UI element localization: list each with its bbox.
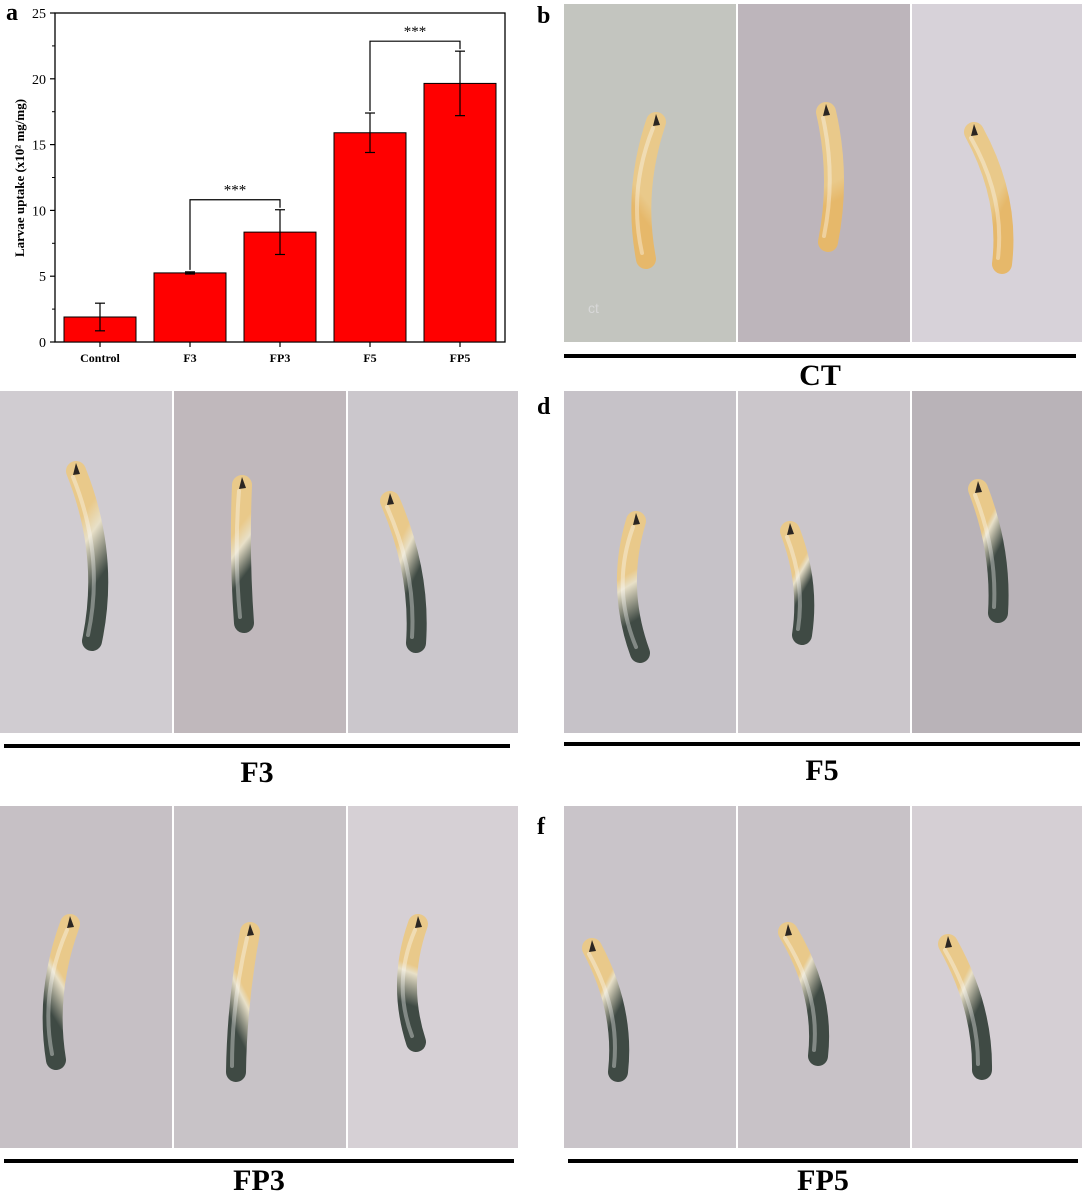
x-tick-label-control: Control xyxy=(80,351,120,365)
larva-body xyxy=(816,102,844,252)
chart-error-bars xyxy=(95,50,465,332)
chart-significance: *** *** xyxy=(189,24,461,270)
significance-label: *** xyxy=(404,24,427,40)
x-tick-label-fp3: FP3 xyxy=(270,351,291,365)
larva-head xyxy=(387,493,394,505)
larva-highlight xyxy=(943,948,980,1066)
larva-head xyxy=(945,936,952,948)
larva-body xyxy=(226,922,260,1082)
larva-highlight xyxy=(783,936,817,1052)
larva-highlight xyxy=(969,136,1002,260)
y-axis-label: Larvae uptake (x10² mg/mg) xyxy=(12,99,27,257)
larva-body xyxy=(631,112,666,269)
bar-fp5 xyxy=(423,82,497,343)
larva-body xyxy=(938,934,993,1080)
larva-head xyxy=(589,940,596,952)
larva-highlight xyxy=(71,475,96,637)
larva-highlight xyxy=(635,126,655,255)
group-label-fp5: FP5 xyxy=(797,1164,849,1197)
larva-photo-fp5-2 xyxy=(738,806,910,1148)
larva-head xyxy=(73,463,80,475)
larva-photo-ct-3 xyxy=(912,4,1082,342)
y-tick-label: 25 xyxy=(32,7,46,22)
larva-head xyxy=(975,481,982,493)
larva-photo-fp3-1 xyxy=(0,806,172,1148)
larva-head xyxy=(633,513,640,525)
larva-head xyxy=(247,924,254,936)
larva-highlight xyxy=(385,505,415,639)
rule-ct xyxy=(564,354,1076,358)
larva-head xyxy=(67,916,74,928)
group-label-f5: F5 xyxy=(805,754,839,787)
y-tick-label: 20 xyxy=(32,73,46,88)
larva-head xyxy=(787,523,794,535)
panel-letter-a: a xyxy=(6,0,18,26)
larva-body xyxy=(582,938,630,1082)
larva-photo-fp5-1 xyxy=(564,806,736,1148)
larva-head xyxy=(971,124,978,136)
chart-bars xyxy=(63,82,497,343)
rule-fp3 xyxy=(4,1159,514,1163)
larva-photo-fp5-3 xyxy=(912,806,1082,1148)
larva-highlight xyxy=(234,489,242,619)
y-tick-label: 5 xyxy=(39,270,46,285)
bar-f5 xyxy=(333,132,407,343)
larva-body xyxy=(616,511,650,663)
larva-photo-f5-1 xyxy=(564,391,736,733)
larva-body xyxy=(968,479,1009,623)
larva-body xyxy=(778,922,830,1066)
larva-highlight xyxy=(785,535,802,631)
group-label-f3: F3 xyxy=(240,756,274,789)
larva-photo-f3-3 xyxy=(348,391,518,733)
significance-bracket xyxy=(189,199,281,270)
rule-f3 xyxy=(4,744,510,748)
rule-f5 xyxy=(564,742,1080,746)
larva-photo-ct-2 xyxy=(738,4,910,342)
x-tick-label-fp5: FP5 xyxy=(450,351,471,365)
larva-highlight xyxy=(587,952,617,1068)
panel-letter-d: d xyxy=(537,394,551,420)
larva-highlight xyxy=(400,928,417,1038)
larva-head xyxy=(653,114,660,126)
larva-highlight xyxy=(230,936,249,1068)
larva-photo-f3-2 xyxy=(174,391,346,733)
group-label-ct: CT xyxy=(799,359,841,392)
larva-head xyxy=(415,916,422,928)
photo-caption-ct: ct xyxy=(588,300,599,316)
larva-body xyxy=(42,914,80,1070)
larva-photo-fp3-3 xyxy=(348,806,518,1148)
x-tick-label-f5: F5 xyxy=(363,351,376,365)
y-tick-label: 15 xyxy=(32,139,46,154)
larva-highlight xyxy=(620,525,638,649)
larva-highlight xyxy=(46,928,69,1056)
larva-body xyxy=(66,461,109,651)
significance-bracket xyxy=(369,40,461,112)
larva-highlight xyxy=(973,493,997,609)
larva-body xyxy=(397,914,428,1052)
larva-photo-f5-2 xyxy=(738,391,910,733)
y-tick-label: 0 xyxy=(39,336,46,351)
larva-highlight xyxy=(821,116,832,238)
larva-head xyxy=(239,477,246,489)
larva-body xyxy=(230,475,254,633)
larva-photo-f3-1 xyxy=(0,391,172,733)
significance-label: *** xyxy=(224,183,247,199)
larva-photo-fp3-2 xyxy=(174,806,346,1148)
rule-fp5 xyxy=(568,1159,1078,1163)
uptake-bar-chart: a 0 5 10 15 20 25 Control F3 FP3 F5 FP5 *** *** Lar… xyxy=(6,0,506,365)
y-tick-label: 10 xyxy=(32,204,46,219)
panel-letter-f: f xyxy=(537,814,545,840)
larva-photo-f5-3 xyxy=(912,391,1082,733)
group-label-fp3: FP3 xyxy=(233,1164,285,1197)
larva-body xyxy=(380,491,427,653)
bar-f3 xyxy=(153,272,227,343)
larva-head xyxy=(823,104,830,116)
larva-body xyxy=(780,521,815,645)
larva-body xyxy=(964,122,1014,274)
larva-head xyxy=(785,924,792,936)
panel-letter-b: b xyxy=(537,3,551,29)
x-tick-label-f3: F3 xyxy=(183,351,196,365)
larva-photo-ct-1: ct xyxy=(564,4,736,342)
